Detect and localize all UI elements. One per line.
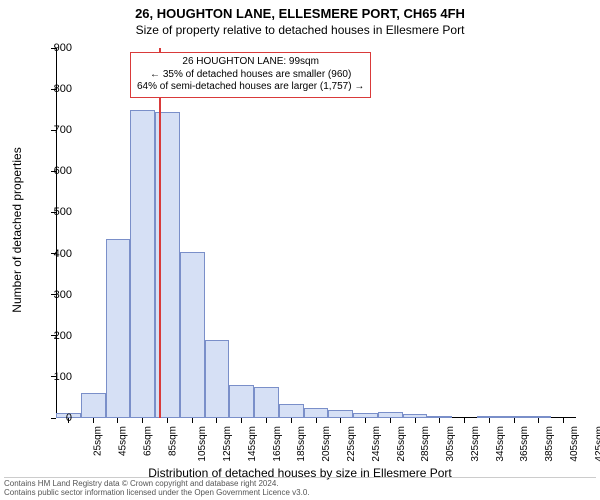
x-tick-mark — [192, 418, 193, 423]
page-subtitle: Size of property relative to detached ho… — [0, 23, 600, 37]
x-tick-mark — [538, 418, 539, 423]
x-tick-mark — [464, 418, 465, 423]
x-tick-label: 225sqm — [346, 426, 357, 462]
x-tick-mark — [142, 418, 143, 423]
y-tick-label: 500 — [32, 206, 72, 218]
x-tick-label: 405sqm — [569, 426, 580, 462]
x-tick-label: 205sqm — [321, 426, 332, 462]
y-tick-label: 700 — [32, 124, 72, 136]
x-tick-mark — [241, 418, 242, 423]
x-tick-mark — [415, 418, 416, 423]
annotation-line: 26 HOUGHTON LANE: 99sqm — [137, 56, 364, 69]
x-tick-mark — [340, 418, 341, 423]
y-tick-label: 800 — [32, 83, 72, 95]
x-tick-label: 285sqm — [420, 426, 431, 462]
y-tick-label: 900 — [32, 42, 72, 54]
y-tick-label: 300 — [32, 289, 72, 301]
histogram-bar — [205, 340, 230, 418]
x-tick-mark — [439, 418, 440, 423]
x-tick-mark — [365, 418, 366, 423]
footer-line-2: Contains public sector information licen… — [4, 488, 596, 498]
x-tick-label: 45sqm — [118, 426, 129, 456]
histogram-bar — [106, 239, 131, 418]
x-tick-label: 165sqm — [272, 426, 283, 462]
attribution-footer: Contains HM Land Registry data © Crown c… — [4, 477, 596, 498]
x-tick-label: 125sqm — [222, 426, 233, 462]
histogram-chart: 25sqm45sqm65sqm85sqm105sqm125sqm145sqm16… — [56, 48, 576, 418]
x-tick-label: 425sqm — [594, 426, 600, 462]
x-tick-label: 305sqm — [445, 426, 456, 462]
x-tick-mark — [117, 418, 118, 423]
x-tick-mark — [390, 418, 391, 423]
page-title: 26, HOUGHTON LANE, ELLESMERE PORT, CH65 … — [0, 6, 600, 21]
histogram-bar — [328, 410, 353, 418]
histogram-bar — [254, 387, 279, 418]
y-axis-label: Number of detached properties — [10, 147, 24, 312]
x-tick-label: 65sqm — [142, 426, 153, 456]
x-tick-mark — [514, 418, 515, 423]
x-tick-mark — [93, 418, 94, 423]
x-tick-label: 85sqm — [167, 426, 178, 456]
x-tick-mark — [489, 418, 490, 423]
histogram-bar — [229, 385, 254, 418]
x-tick-mark — [266, 418, 267, 423]
annotation-callout: 26 HOUGHTON LANE: 99sqm← 35% of detached… — [130, 52, 371, 98]
histogram-bar — [130, 110, 155, 418]
x-tick-label: 185sqm — [297, 426, 308, 462]
x-tick-label: 385sqm — [544, 426, 555, 462]
x-tick-label: 25sqm — [93, 426, 104, 456]
x-tick-label: 105sqm — [198, 426, 209, 462]
x-tick-mark — [316, 418, 317, 423]
x-tick-mark — [291, 418, 292, 423]
histogram-bar — [81, 393, 106, 418]
histogram-bar — [279, 404, 304, 418]
x-tick-mark — [216, 418, 217, 423]
x-tick-mark — [167, 418, 168, 423]
x-tick-label: 245sqm — [371, 426, 382, 462]
x-tick-label: 145sqm — [247, 426, 258, 462]
x-tick-mark — [563, 418, 564, 423]
x-tick-label: 325sqm — [470, 426, 481, 462]
property-marker-line — [159, 48, 161, 418]
y-tick-label: 200 — [32, 330, 72, 342]
y-tick-label: 100 — [32, 371, 72, 383]
y-tick-label: 0 — [32, 412, 72, 424]
histogram-bar — [304, 408, 329, 418]
footer-line-1: Contains HM Land Registry data © Crown c… — [4, 479, 596, 489]
y-axis-line — [56, 48, 57, 418]
y-tick-label: 600 — [32, 165, 72, 177]
histogram-bar — [180, 252, 205, 419]
annotation-line: 64% of semi-detached houses are larger (… — [137, 81, 364, 94]
y-tick-label: 400 — [32, 248, 72, 260]
x-tick-label: 365sqm — [519, 426, 530, 462]
x-tick-label: 265sqm — [396, 426, 407, 462]
annotation-line: ← 35% of detached houses are smaller (96… — [137, 69, 364, 82]
x-tick-label: 345sqm — [495, 426, 506, 462]
